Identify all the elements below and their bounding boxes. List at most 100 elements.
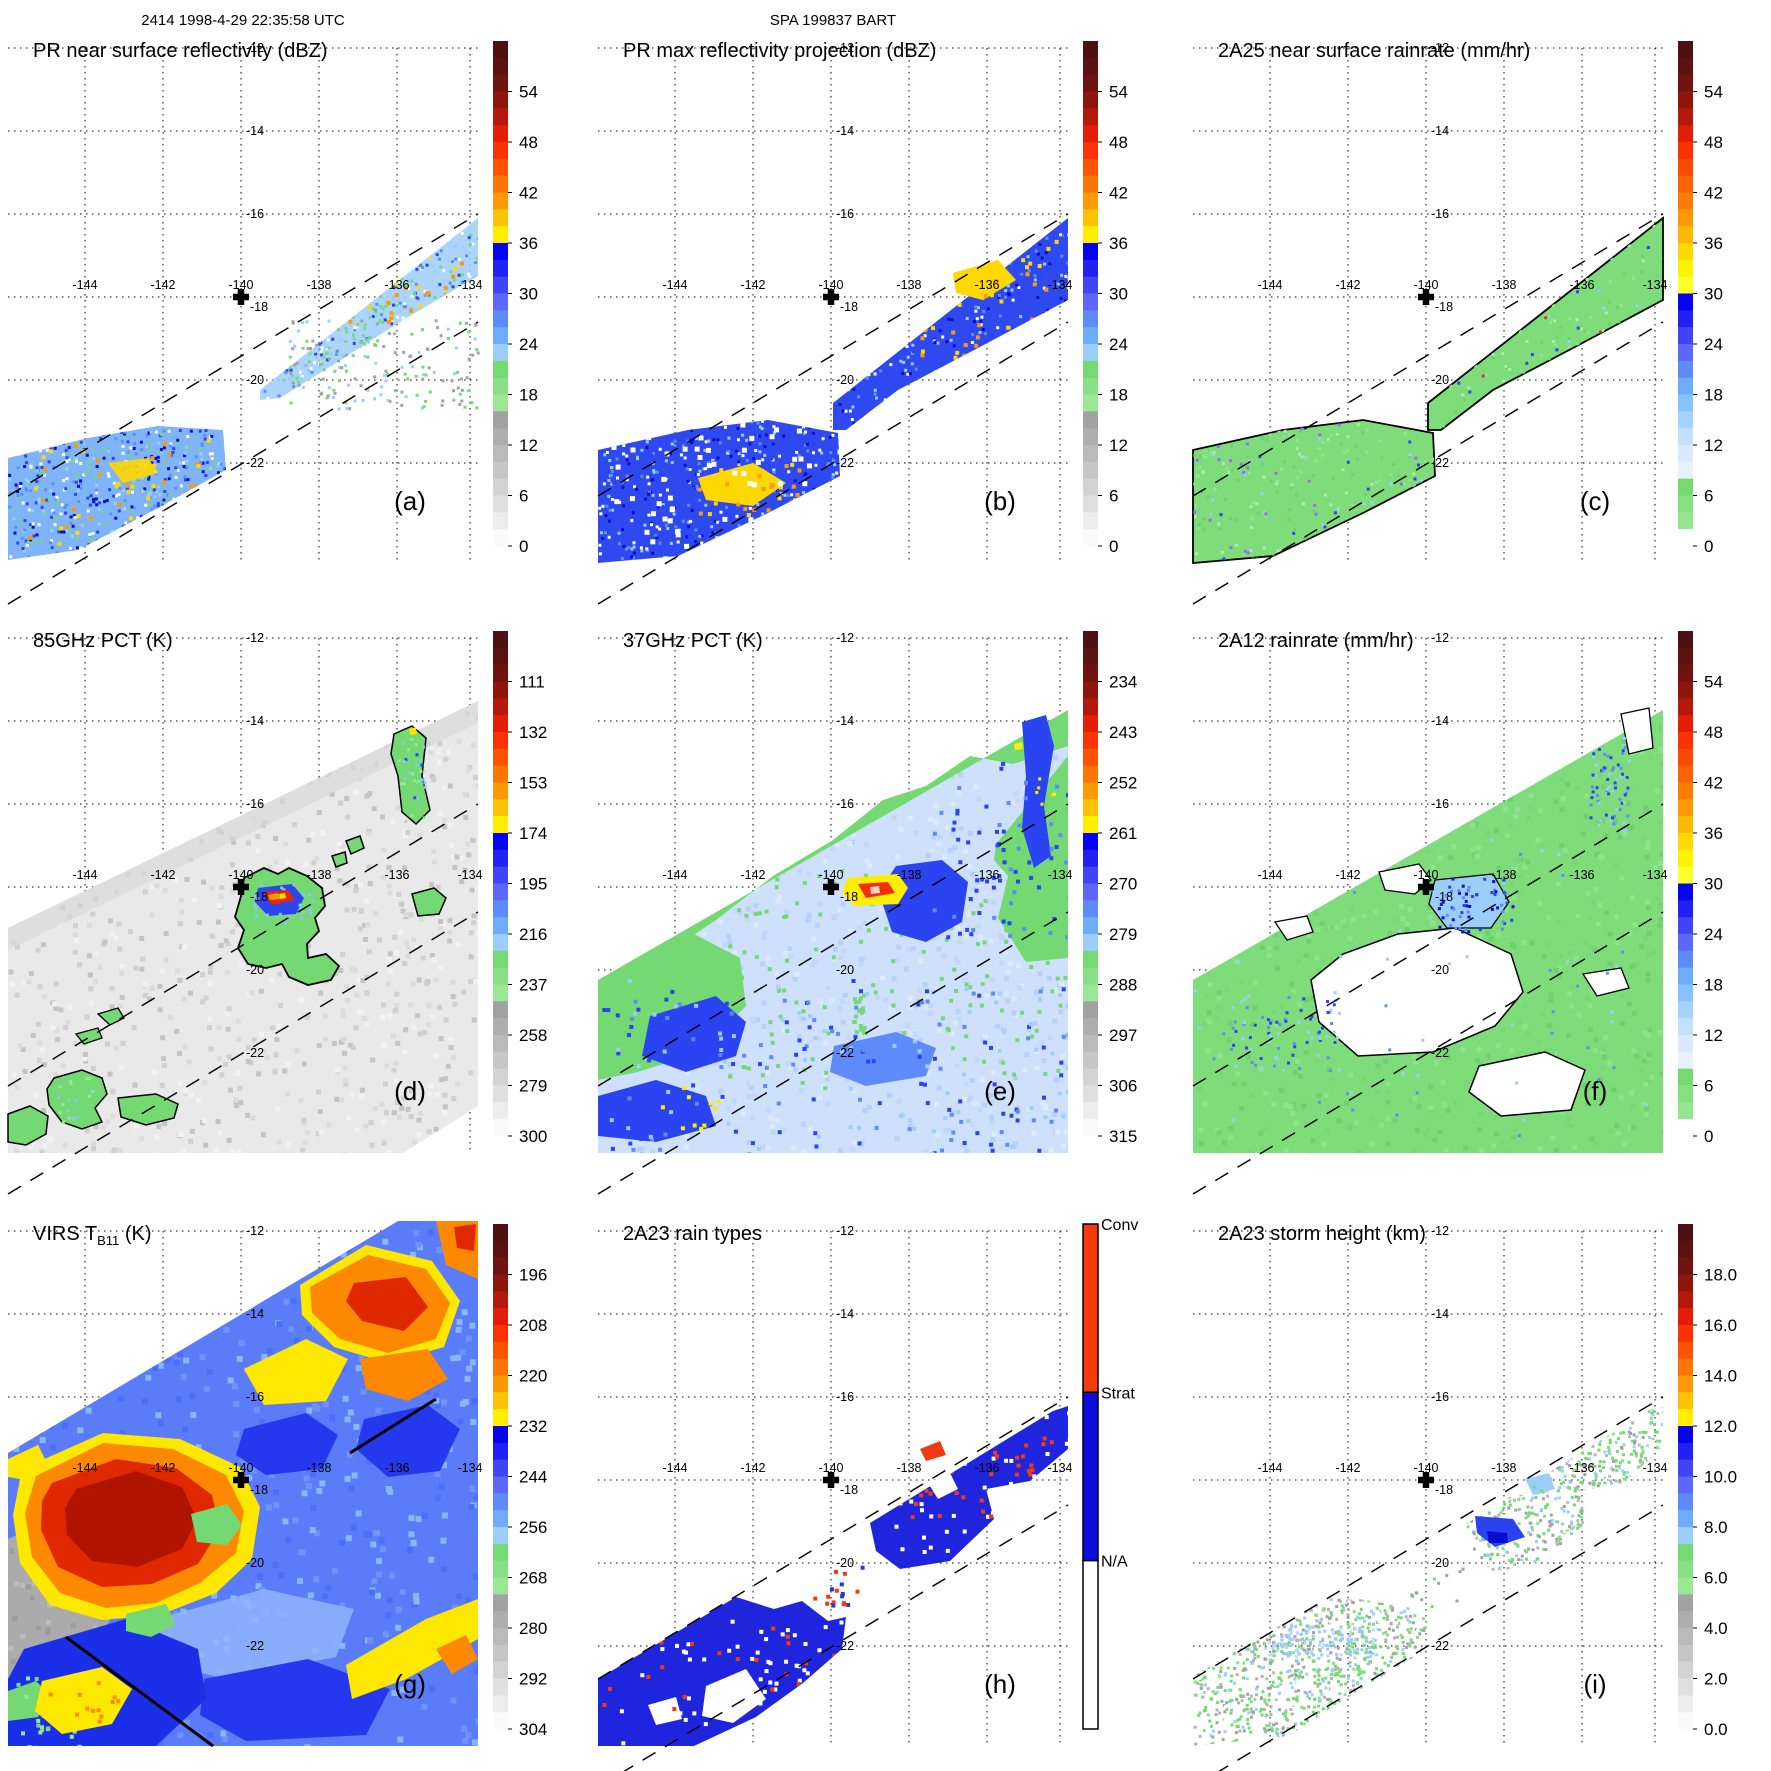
colorbar-tick-label: 288 (1109, 976, 1137, 995)
colorbar-tick-label: 18 (1109, 386, 1128, 405)
colorbar-tick-label: 18 (519, 386, 538, 405)
colorbar-tick-label: 24 (1109, 335, 1128, 354)
svg-text:-20: -20 (246, 963, 264, 977)
colorbar-tick-label: 48 (1704, 723, 1723, 742)
colorbar-tick-label: 24 (519, 335, 538, 354)
colorbar-tick-label: 234 (1109, 673, 1137, 692)
svg-text:-140: -140 (228, 868, 253, 882)
location-cross-marker (823, 1472, 839, 1488)
colorbar-tick-label: 300 (519, 1127, 547, 1146)
colorbar-tick-label: 48 (1704, 133, 1723, 152)
svg-text:-136: -136 (384, 278, 409, 292)
colorbar-tick-label: 42 (519, 184, 538, 203)
swath-edge-dashed-lines (1192, 213, 1664, 605)
svg-text:-22: -22 (246, 1046, 264, 1060)
colorbar-tick-label: 6 (1704, 1077, 1713, 1096)
colorbar-f: 54 48 42 36 30 24 18 12 6 0 (1678, 631, 1723, 1146)
colorbar-tick-label: 14.0 (1704, 1367, 1737, 1386)
map-c: -144 -142 -140 -138 -136 -134 -12 -14 -16 -18 -20 -… (1192, 40, 1668, 605)
colorbar-tick-label: 268 (519, 1569, 547, 1588)
data-layers (8, 1221, 478, 1748)
panel-letter: (c) (1580, 486, 1610, 516)
data-layers (1193, 707, 1663, 1153)
colorbar-tick-label: 12 (1704, 1026, 1723, 1045)
colorbar-h: Conv Strat N/A (1082, 1217, 1138, 1730)
colorbar-tick-label: 54 (1704, 673, 1723, 692)
panel-title: PR near surface reflectivity (dBZ) (33, 40, 328, 62)
svg-text:-142: -142 (740, 278, 765, 292)
svg-text:-138: -138 (1491, 278, 1516, 292)
colorbar-tick-label: 42 (1109, 184, 1128, 203)
svg-text:-14: -14 (1431, 124, 1449, 138)
colorbar-tick-label: 261 (1109, 824, 1137, 843)
location-cross-marker (823, 879, 839, 895)
colorbar-d: 111 132 153 174 195 216 237 258 279 300 (493, 631, 547, 1146)
swath-edge-dashed-lines (7, 213, 479, 605)
data-layers (598, 710, 1068, 1153)
map-h: -144 -142 -140 -138 -136 -134-12-14-16-18-20-… (597, 1223, 1073, 1771)
geo-tick-labels: -144 -142 -140 -138 -136 -134-12-14-16-18-20-… (1257, 631, 1667, 1060)
colorbar-i: 18.0 16.0 14.0 12.0 10.0 8.0 6.0 4.0 2.0 0.0 (1678, 1224, 1737, 1739)
svg-text:-16: -16 (246, 207, 264, 221)
data-layers (598, 218, 1068, 563)
colorbar-g: 196 208 220 232 244 256 268 280 292 304 (493, 1224, 547, 1739)
panel-letter: (g) (394, 1669, 426, 1699)
geo-tick-labels: -144 -142 -140 -138 -136 -134-12-14-16-18-20-… (1257, 1224, 1667, 1653)
panel-a: -144 -142 -140 -138 -136 -134 -12 -14 -16 -18 -20 -… (7, 38, 573, 605)
panel-g: -144 -142 -140 -138 -136 -134 -12 -14 -16 -18 -20-… (8, 1221, 573, 1766)
map-b: -144 -142 -140 -138 -136 -134 -12 -14 -16 -18 -20 -… (597, 40, 1073, 605)
svg-text:-134: -134 (457, 868, 482, 882)
colorbar-tick-label: 279 (519, 1077, 547, 1096)
colorbar-tick-label: 48 (519, 133, 538, 152)
panel-title: VIRS TB11 (K) (33, 1223, 151, 1248)
panel-c: -144 -142 -140 -138 -136 -134 -12 -14 -16 -18 -20 -… (1192, 38, 1758, 605)
colorbar-tick-label: 18 (1704, 386, 1723, 405)
svg-text:-12: -12 (1431, 41, 1449, 55)
colorbar-tick-label: 30 (1704, 285, 1723, 304)
panel-letter: (b) (984, 486, 1016, 516)
panel-title: PR max reflectivity projection (dBZ) (623, 40, 936, 62)
colorbar-tick-label: 304 (519, 1720, 547, 1739)
colorbar-tick-label: 36 (1704, 824, 1723, 843)
location-cross-marker (1418, 879, 1434, 895)
colorbar-tick-label: 280 (519, 1619, 547, 1638)
colorbar-tick-label: 2.0 (1704, 1670, 1728, 1689)
svg-text:-18: -18 (250, 300, 268, 314)
colorbar-tick-label: 6 (519, 487, 528, 506)
colorbar-tick-label: 30 (1109, 285, 1128, 304)
colorbar-tick-label: 220 (519, 1367, 547, 1386)
swath-edge-dashed-lines (1192, 1396, 1664, 1771)
panel-title: 85GHz PCT (K) (33, 630, 173, 652)
colorbar-tick-label: 243 (1109, 723, 1137, 742)
location-cross-marker (233, 1472, 249, 1488)
swath-edge-dashed-lines (597, 213, 1069, 605)
map-e: -144 -142 -140 -138 -136 -134-12-14-16-18-20-… (597, 630, 1073, 1195)
panel-title: 2A25 near surface rainrate (mm/hr) (1218, 40, 1530, 62)
svg-text:-20: -20 (836, 373, 854, 387)
colorbar-tick-label: 306 (1109, 1077, 1137, 1096)
panel-h: -144 -142 -140 -138 -136 -134 -12 -14 -16 -18 -20-… (597, 1217, 1163, 1771)
colorbar-tick-label: 258 (519, 1026, 547, 1045)
colorbar-tick-label: 174 (519, 824, 547, 843)
map-a: -144 -142 -140 -138 -136 -134 -12 -14 -16 -18 -20 -… (7, 40, 483, 605)
svg-text:-138: -138 (896, 278, 921, 292)
panel-b: -144 -142 -140 -138 -136 -134 -12 -14 -16 -18 -20 -… (597, 38, 1163, 605)
panel-title: 37GHz PCT (K) (623, 630, 763, 652)
svg-text:-12: -12 (246, 41, 264, 55)
map-f: -144 -142 -140 -138 -136 -134-12-14-16-18-20-… (1192, 630, 1668, 1195)
panel-letter: (i) (1583, 1669, 1606, 1699)
colorbar-tick-label: 270 (1109, 875, 1137, 894)
swath-edge-dashed-lines (1192, 803, 1664, 1195)
panel-e: -144 -142 -140 -138 -136 -134 -12 -14 -16 -18 -20-… (597, 628, 1163, 1195)
colorbar-zone-label: N/A (1101, 1554, 1128, 1571)
colorbar-e: 234 243 252 261 270 279 288 297 306 315 (1083, 631, 1137, 1146)
colorbar-tick-label: 42 (1704, 184, 1723, 203)
location-cross-marker (1418, 289, 1434, 305)
svg-text:-20: -20 (246, 373, 264, 387)
geo-tick-labels: -144 -142 -140 -138 -136 -134-12-14-16-18-20-… (662, 1224, 1072, 1653)
svg-text:-144: -144 (1257, 278, 1282, 292)
svg-text:-22: -22 (1431, 456, 1449, 470)
colorbar-tick-label: 36 (519, 234, 538, 253)
panel-title: 2A23 rain types (623, 1223, 762, 1245)
